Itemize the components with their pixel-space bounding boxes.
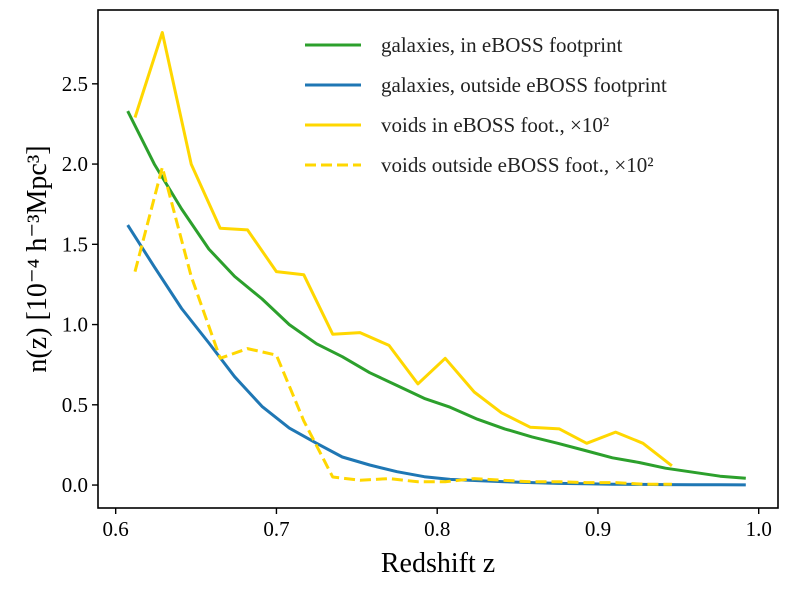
x-axis: 0.6 0.7 0.8 0.9 1.0 <box>103 508 772 541</box>
y-tick-label: 2.5 <box>62 72 88 96</box>
x-tick-label: 0.8 <box>424 517 450 541</box>
x-axis-label: Redshift z <box>381 548 495 579</box>
y-axis-label: n(z) [10⁻⁴ h⁻³Mpc³] <box>22 145 53 372</box>
legend-label-3: voids outside eBOSS foot., ×10² <box>381 153 654 177</box>
x-tick-label: 1.0 <box>746 517 772 541</box>
series-line-3 <box>133 165 672 486</box>
x-tick-label: 0.9 <box>585 517 611 541</box>
legend: galaxies, in eBOSS footprint galaxies, ou… <box>305 33 667 177</box>
y-tick-label: 0.5 <box>62 393 88 417</box>
plot-frame <box>97 9 779 509</box>
series-line-2 <box>133 31 673 467</box>
legend-label-2: voids in eBOSS foot., ×10² <box>381 113 609 137</box>
x-tick-label: 0.6 <box>103 517 129 541</box>
y-axis: 0.0 0.5 1.0 1.5 2.0 2.5 <box>62 72 98 497</box>
y-tick-label: 1.0 <box>62 313 88 337</box>
y-tick-label: 0.0 <box>62 473 88 497</box>
series-lines <box>126 31 746 487</box>
y-tick-label: 2.0 <box>62 152 88 176</box>
legend-label-0: galaxies, in eBOSS footprint <box>381 33 623 57</box>
y-tick-label: 1.5 <box>62 232 88 256</box>
series-line-1 <box>126 224 746 487</box>
legend-label-1: galaxies, outside eBOSS footprint <box>381 73 667 97</box>
x-tick-label: 0.7 <box>263 517 289 541</box>
series-line-0 <box>126 110 746 480</box>
